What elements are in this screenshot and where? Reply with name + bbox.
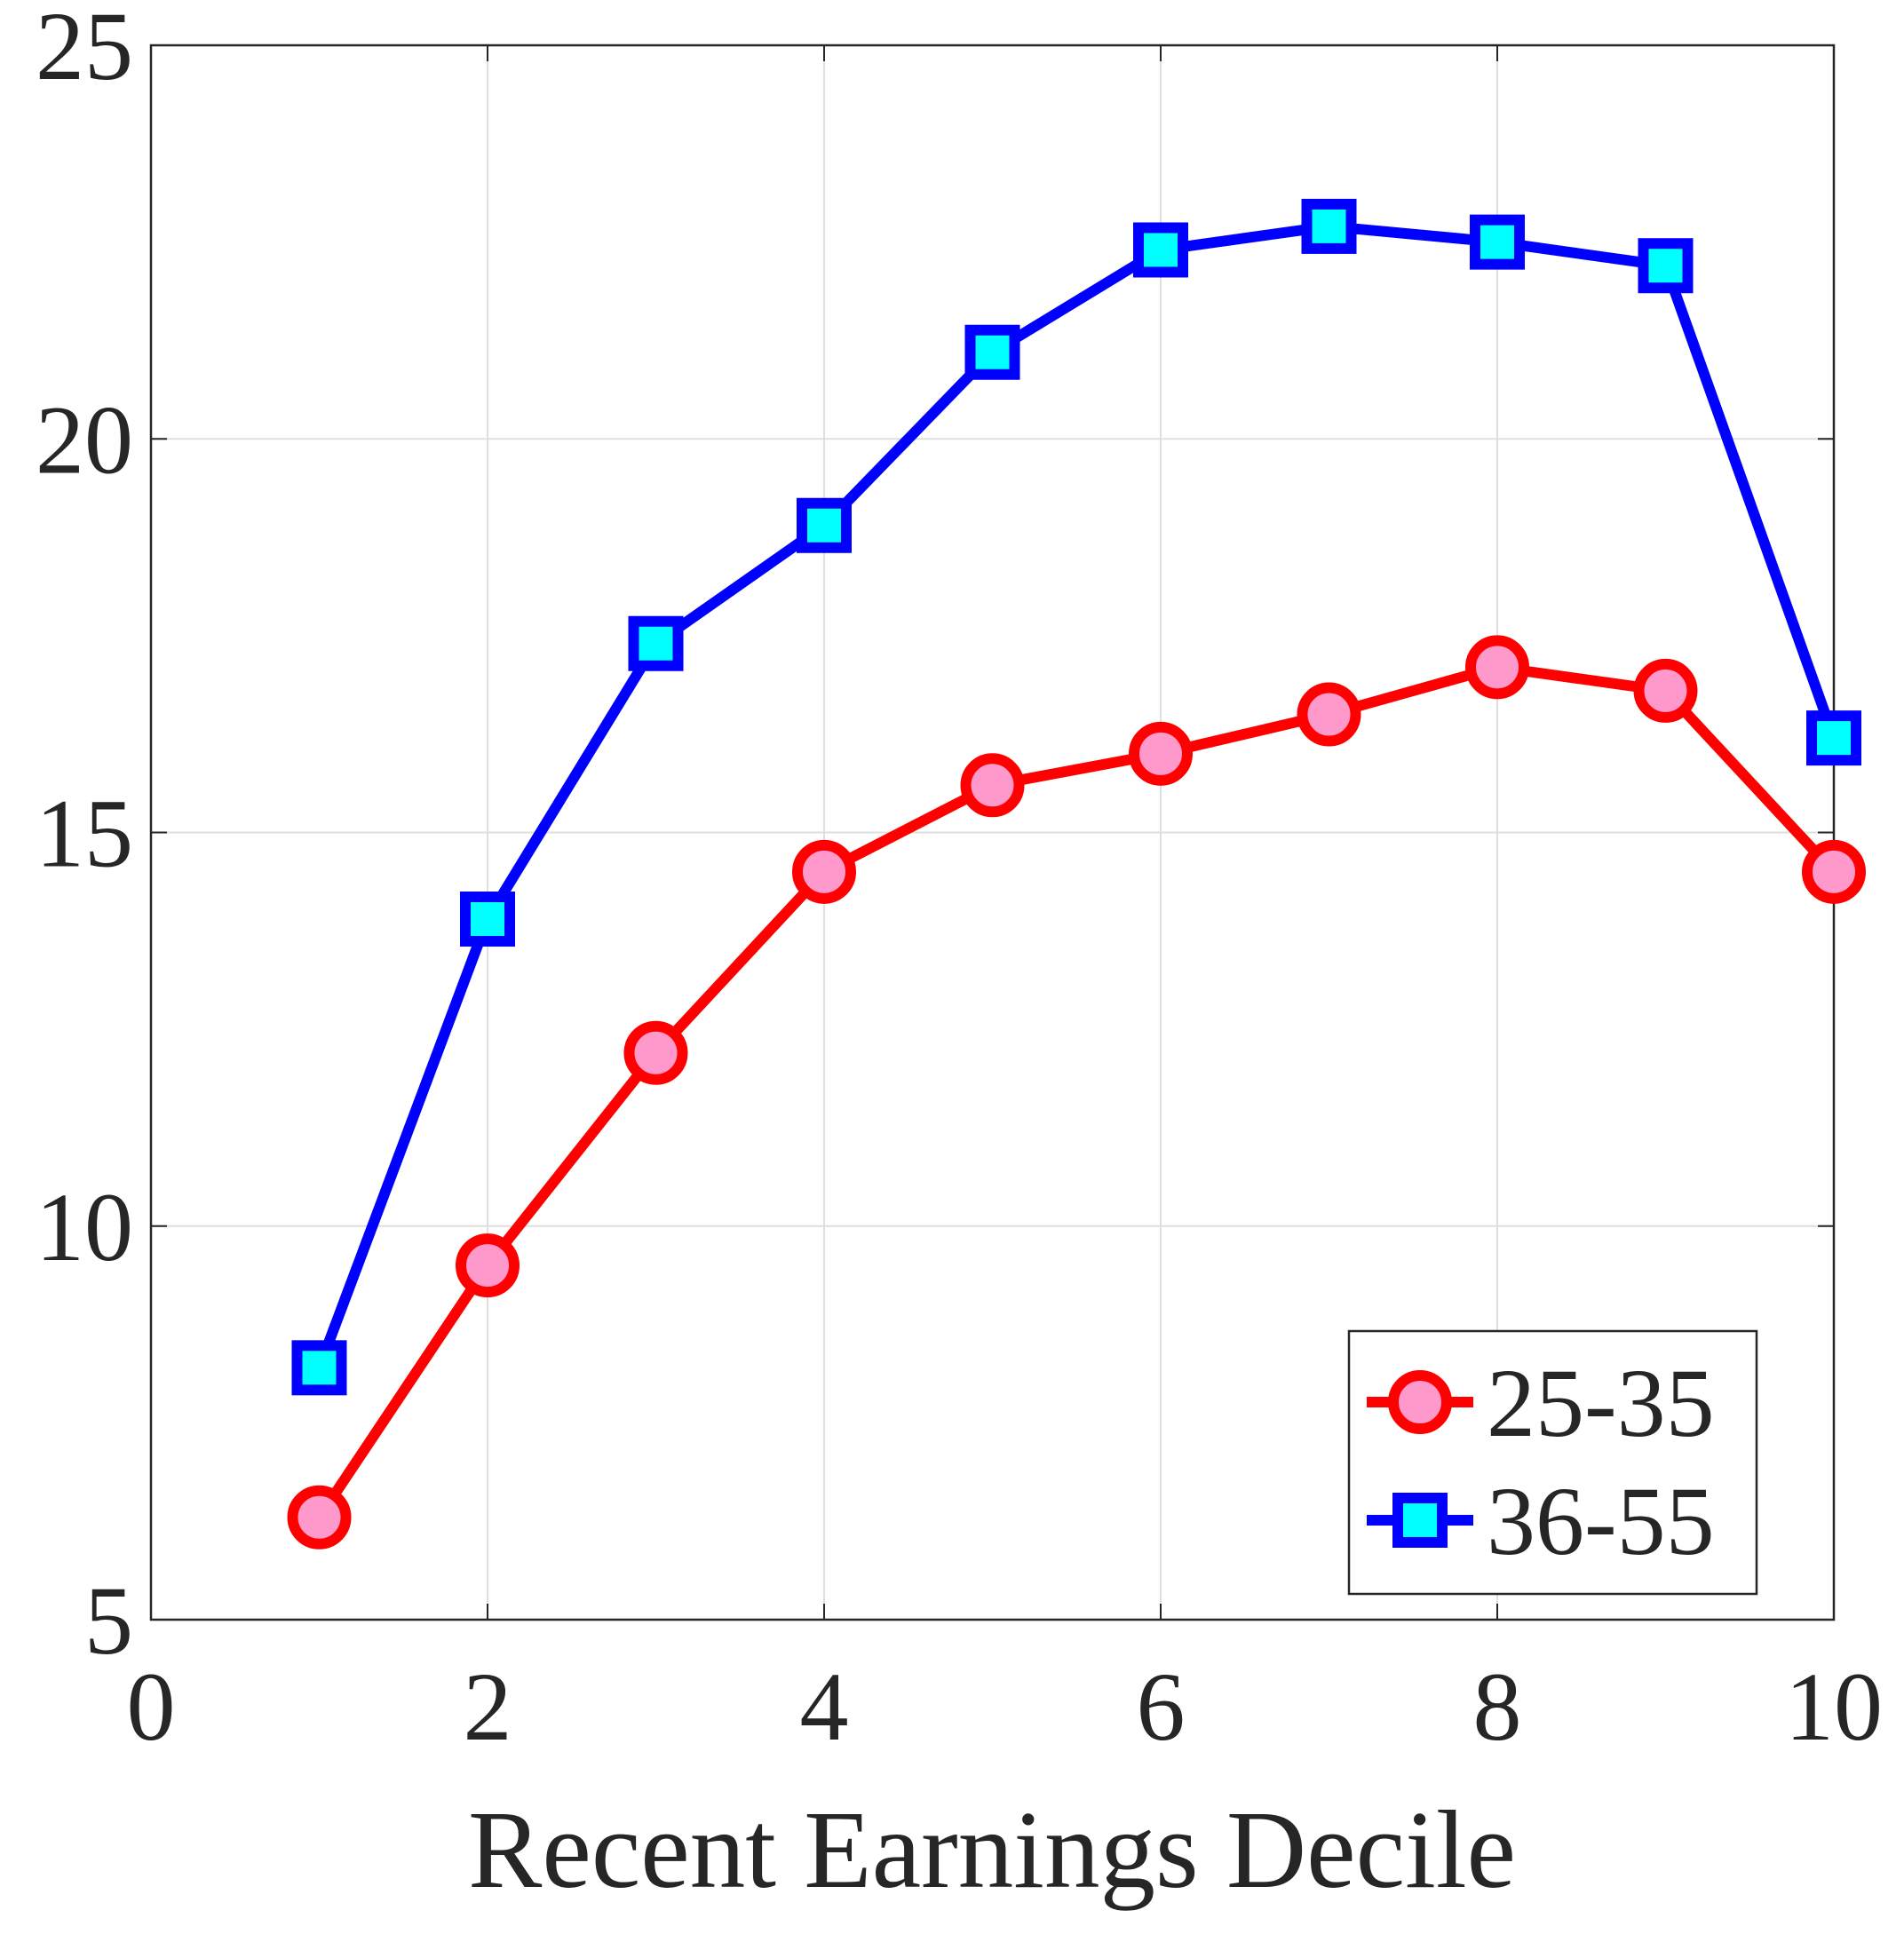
- line: [313, 220, 1839, 1370]
- legend-label: 25-35: [1487, 1349, 1715, 1457]
- marker: [1133, 222, 1188, 278]
- legend-marker: [1388, 1370, 1452, 1434]
- marker: [1633, 658, 1698, 723]
- marker: [1638, 238, 1694, 294]
- x-axis-label: Recent Earnings Decile: [468, 1789, 1516, 1912]
- line: [314, 662, 1838, 1521]
- marker: [1470, 214, 1525, 270]
- marker: [964, 324, 1020, 380]
- x-tick-label: 6: [1137, 1653, 1186, 1761]
- y-tick-label: 15: [36, 780, 133, 888]
- marker: [456, 1233, 520, 1298]
- y-tick-label: 25: [36, 0, 133, 100]
- marker: [797, 497, 852, 553]
- marker: [960, 753, 1025, 818]
- x-tick-label: 8: [1473, 1653, 1522, 1761]
- marker: [1129, 721, 1193, 786]
- x-tick-label: 2: [464, 1653, 512, 1761]
- marker: [287, 1485, 352, 1550]
- marker: [291, 1340, 347, 1396]
- x-tick-label: 4: [800, 1653, 849, 1761]
- plot-frame: [149, 44, 1836, 1621]
- y-tick-label: 5: [84, 1566, 133, 1675]
- marker: [1301, 198, 1357, 254]
- x-tick-label: 10: [1785, 1653, 1883, 1761]
- marker: [1297, 682, 1361, 747]
- marker: [1802, 839, 1866, 904]
- x-tick-label: 0: [127, 1653, 176, 1761]
- y-tick-label: 20: [36, 385, 133, 494]
- legend-marker: [1392, 1493, 1448, 1548]
- marker: [460, 892, 515, 947]
- marker: [792, 839, 856, 904]
- marker: [1465, 635, 1529, 700]
- legend-label: 36-55: [1487, 1467, 1715, 1575]
- marker: [628, 615, 684, 671]
- y-tick-label: 10: [36, 1173, 133, 1281]
- marker: [1806, 710, 1861, 766]
- marker: [623, 1020, 688, 1085]
